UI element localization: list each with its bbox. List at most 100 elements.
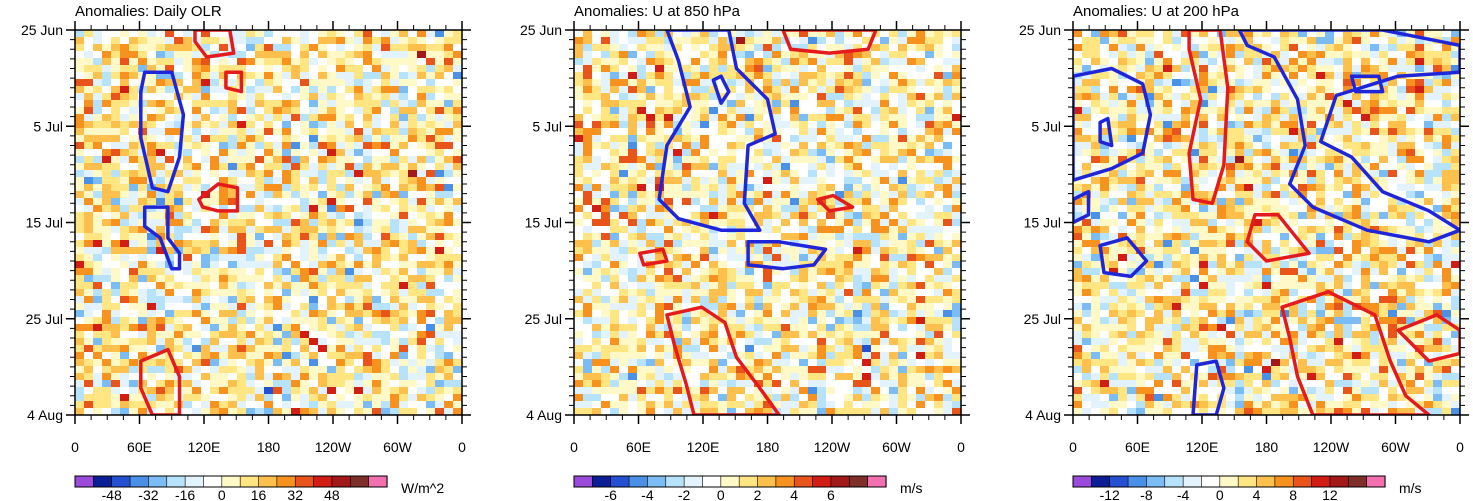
x-tick-label: 180 [257,439,281,455]
negative-anomaly-contour [746,240,828,271]
colorbar-swatch [1274,475,1294,488]
positive-anomaly-contour [139,347,182,415]
colorbar-swatch [1182,475,1203,488]
y-tick-label: 15 Jul [1024,215,1061,231]
y-tick-label: 15 Jul [26,215,63,231]
colorbar-swatch [111,475,131,488]
colorbar-swatch [628,475,649,488]
colorbar: -12 -8 -4 0 4 8 12 m/s [1072,475,1422,501]
colorbar-swatch [239,475,260,488]
x-tick-label: 60E [626,439,651,455]
colorbar-swatch [1219,475,1239,488]
colorbar: -48 -32 -16 0 16 32 48 W/m^2 [74,475,444,501]
positive-anomaly-contour [1245,213,1311,263]
anomaly-field [75,30,462,415]
colorbar-swatch [184,475,205,488]
colorbar-label: -4 [1177,487,1190,501]
colorbar-swatch [1329,475,1349,488]
colorbar-swatch [1201,475,1221,488]
negative-anomaly-contour [1098,236,1149,279]
colorbar-swatch [720,475,740,488]
colorbar-swatch [610,475,630,488]
negative-anomaly-contour [711,74,731,105]
colorbar-label: 48 [324,487,340,501]
colorbar-swatch [1164,475,1184,488]
positive-anomaly-contour [816,193,855,213]
positive-anomaly-contour [193,30,236,59]
colorbar-swatch [1311,475,1331,488]
colorbar-swatch [331,475,351,488]
x-tick-label: 120E [188,439,221,455]
x-tick-label: 60E [127,439,152,455]
x-tick-label: 120W [315,439,352,455]
positive-anomaly-contour [197,182,240,213]
x-tick-label: 180 [756,439,780,455]
colorbar-swatch [203,475,223,488]
colorbar-swatch [258,475,278,488]
colorbar-label: 16 [251,487,267,501]
positive-anomaly-contour [1396,313,1460,363]
colorbar-swatch [592,475,612,488]
y-tick-label: 25 Jun [520,22,562,38]
negative-anomaly-contour [1349,74,1385,94]
colorbar-swatch [166,475,186,488]
x-tick-label: 60W [383,439,413,455]
y-tick-label: 4 Aug [27,407,63,423]
negative-anomaly-contour [1073,189,1091,225]
colorbar-swatch [93,475,113,488]
colorbar-swatch [738,475,759,488]
colorbar-swatch [665,475,685,488]
panel-title: Anomalies: Daily OLR [75,3,222,20]
anomaly-field [1073,30,1460,415]
y-tick-label: 25 Jul [525,311,562,327]
colorbar-label: 8 [1289,487,1297,501]
x-tick-label: 0 [1456,439,1464,455]
colorbar-label: 12 [1322,487,1338,501]
colorbar-units: m/s [900,480,923,496]
panel-3: Anomalies: U at 200 hPa 0 60E 120E 180 120W 60… [1019,3,1469,501]
x-tick-label: 0 [570,439,578,455]
colorbar-swatch [775,475,795,488]
colorbar-swatch [148,475,168,488]
y-tick-label: 25 Jul [26,311,63,327]
colorbar-label: -32 [138,487,158,501]
colorbar: -6 -4 -2 0 2 4 6 m/s [573,475,923,501]
colorbar-swatch [276,475,296,488]
y-tick-label: 5 Jul [532,118,562,134]
y-tick-label: 25 Jun [21,22,63,38]
x-tick-label: 60W [1381,439,1411,455]
colorbar-label: 4 [1253,487,1261,501]
colorbar-swatch [1127,475,1148,488]
x-tick-label: 120W [814,439,851,455]
colorbar-units: m/s [1399,480,1422,496]
x-tick-label: 0 [71,439,79,455]
y-tick-label: 4 Aug [526,407,562,423]
colorbar-swatch [867,475,887,488]
x-tick-label: 120E [687,439,720,455]
colorbar-swatch [1347,475,1368,488]
negative-anomaly-contour [139,70,186,194]
colorbar-swatch [757,475,777,488]
positive-anomaly-contour [665,305,781,415]
colorbar-label: 0 [218,487,226,501]
x-tick-label: 0 [1069,439,1077,455]
colorbar-swatch [793,475,814,488]
anomaly-field [574,30,961,415]
colorbar-swatch [1292,475,1313,488]
colorbar-swatch [702,475,722,488]
colorbar-swatch [294,475,315,488]
y-tick-label: 25 Jun [1019,22,1061,38]
panel-title: Anomalies: U at 200 hPa [1073,3,1240,20]
negative-anomaly-contour [1073,66,1153,182]
x-tick-label: 60E [1125,439,1150,455]
negative-anomaly-contour [1191,359,1226,415]
colorbar-swatch [313,475,333,488]
positive-anomaly-contour [1187,30,1230,206]
colorbar-label: -6 [604,487,617,501]
colorbar-label: 2 [754,487,762,501]
panel-1: Anomalies: Daily OLR 0 60E 120E 180 120W 60W 0 2… [21,3,471,501]
x-tick-label: 180 [1255,439,1279,455]
negative-anomaly-contour [1237,30,1460,244]
colorbar-swatch [1091,475,1111,488]
